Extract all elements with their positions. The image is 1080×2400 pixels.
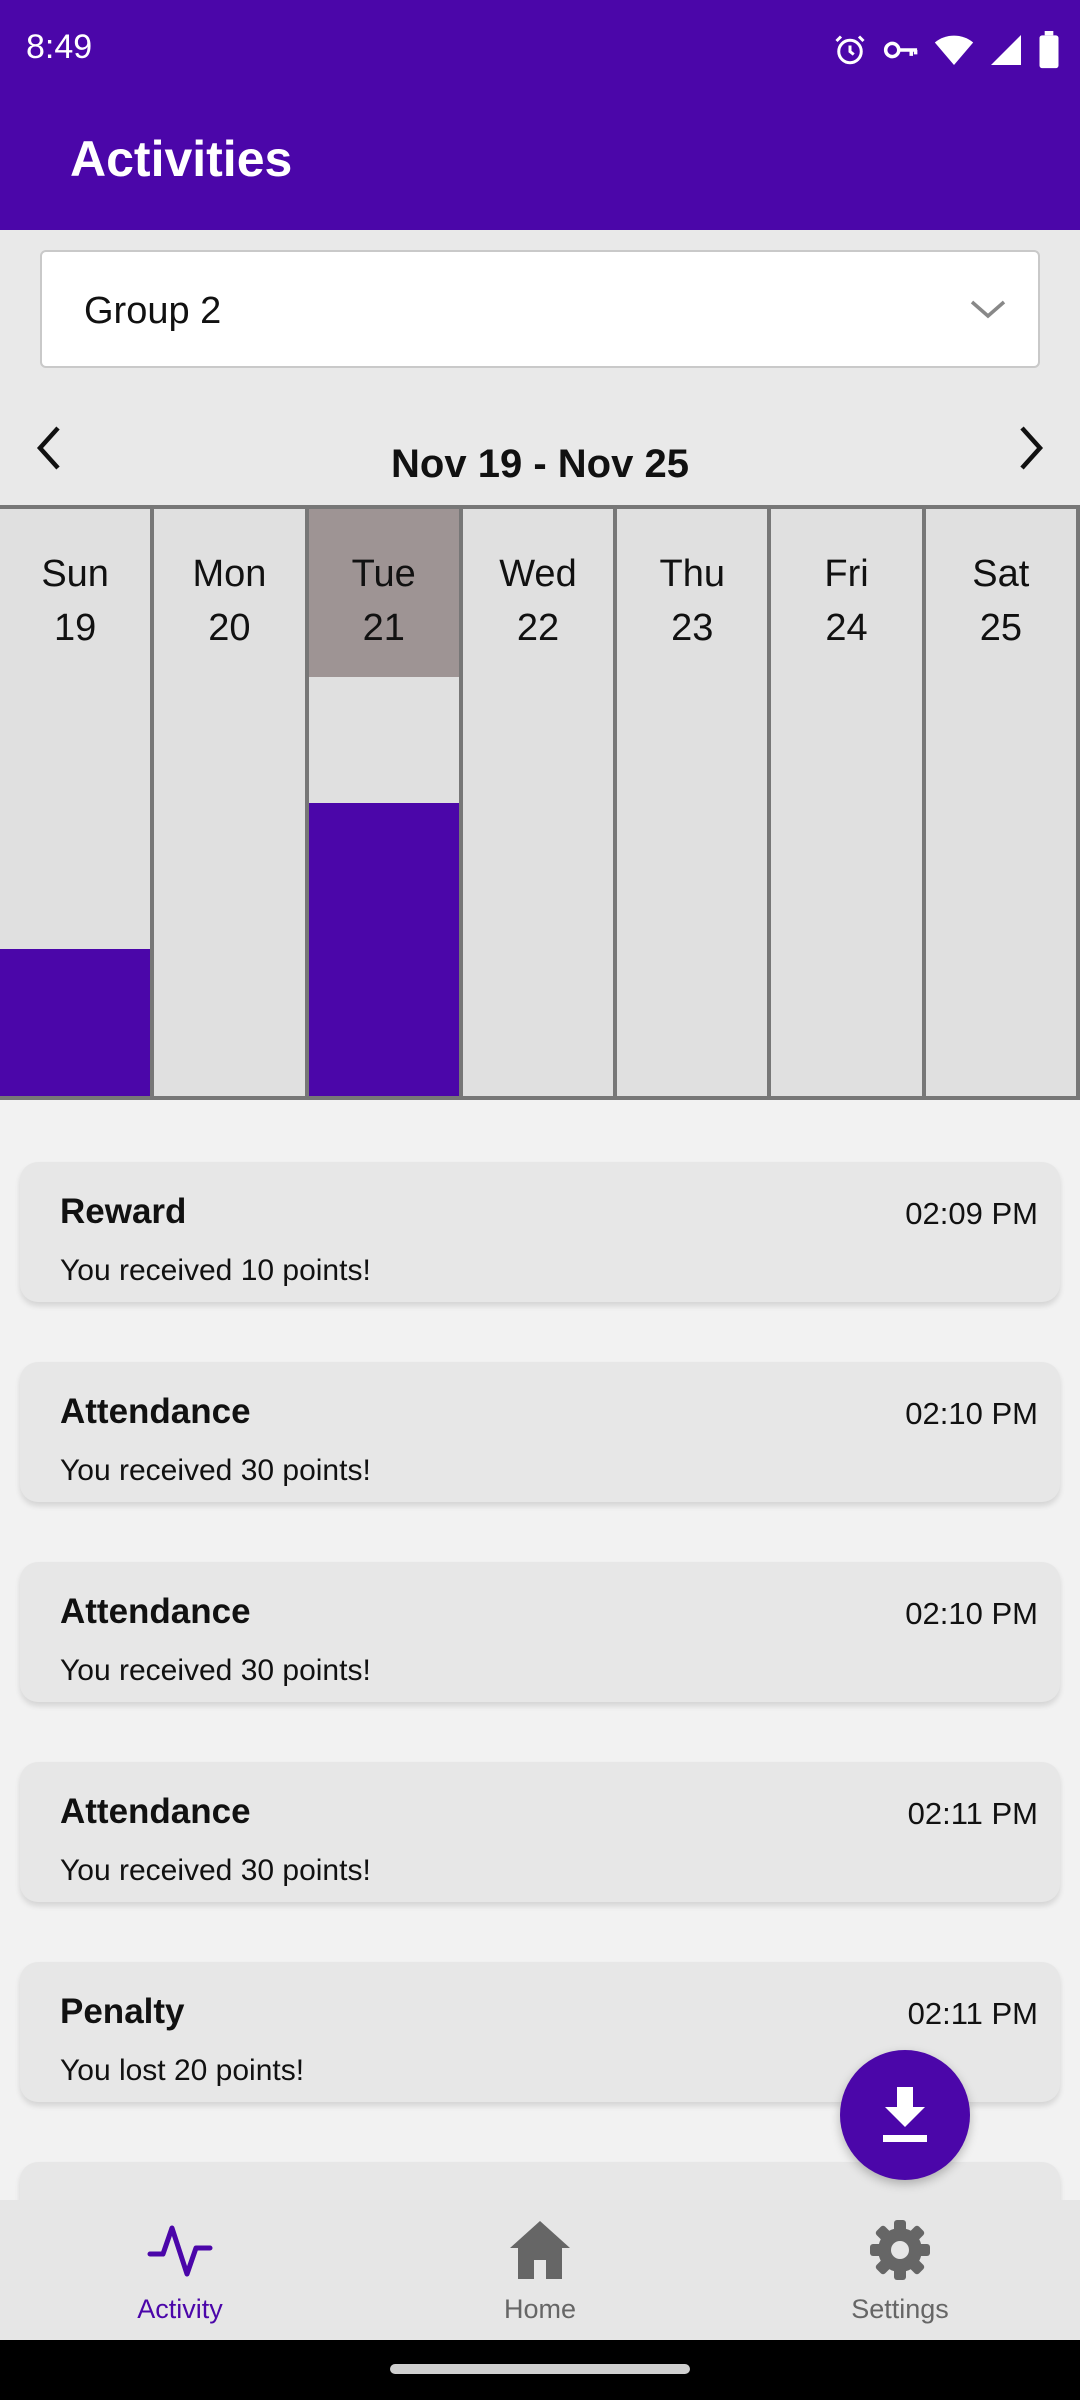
- activity-time: 02:09 PM: [905, 1196, 1038, 1231]
- day-date: 25: [979, 607, 1022, 649]
- day-header: Sat 25: [926, 509, 1076, 677]
- day-date: 20: [208, 607, 251, 649]
- activity-list[interactable]: Reward 02:09 PM You received 10 points! …: [0, 1100, 1080, 2200]
- activity-time: 02:10 PM: [905, 1396, 1038, 1431]
- day-activity-bar: [0, 949, 151, 1096]
- week-panel: Group 2 Nov 19 - Nov 25 Sun 19 Mon 20: [0, 230, 1080, 1100]
- activity-message: You received 10 points!: [60, 1254, 371, 1287]
- battery-icon: [1039, 31, 1059, 69]
- day-header: Tue 21: [308, 509, 459, 677]
- day-column-thu[interactable]: Thu 23: [613, 509, 768, 1096]
- home-icon: [510, 2221, 570, 2279]
- chevron-left-icon[interactable]: [30, 420, 70, 476]
- activity-card[interactable]: Attendance 02:10 PM You received 30 poin…: [20, 1562, 1060, 1702]
- day-header: Thu 23: [617, 509, 767, 677]
- activity-card[interactable]: Attendance 02:11 PM You received 30 poin…: [20, 1762, 1060, 1902]
- week-range-label: Nov 19 - Nov 25: [391, 442, 689, 486]
- activity-time: 02:11 PM: [907, 1996, 1038, 2031]
- day-name: Sun: [41, 553, 109, 595]
- activity-title: Penalty: [60, 1992, 185, 2031]
- bottom-navigation: Activity Home Settings: [0, 2200, 1080, 2340]
- day-column-tue[interactable]: Tue 21: [304, 509, 459, 1096]
- system-navigation-bar: [0, 2340, 1080, 2400]
- day-column-fri[interactable]: Fri 24: [767, 509, 922, 1096]
- activity-time: 02:11 PM: [907, 1796, 1038, 1831]
- nav-item-activity[interactable]: Activity: [0, 2200, 360, 2340]
- home-gesture-pill[interactable]: [390, 2364, 690, 2374]
- activity-title: Attendance: [60, 1792, 251, 1831]
- day-name: Thu: [659, 553, 725, 595]
- day-header: Sun 19: [0, 509, 150, 677]
- activity-card[interactable]: Attendance 02:10 PM You received 30 poin…: [20, 1362, 1060, 1502]
- gear-icon: [870, 2220, 930, 2280]
- day-date: 21: [362, 607, 405, 649]
- nav-item-home[interactable]: Home: [360, 2200, 720, 2340]
- activity-title: Attendance: [60, 1392, 251, 1431]
- status-bar: 8:49: [0, 0, 1080, 100]
- status-icons: [832, 30, 1060, 70]
- signal-icon: [991, 35, 1021, 65]
- day-name: Mon: [192, 553, 267, 595]
- group-dropdown-value: Group 2: [84, 290, 222, 332]
- app-bar: Activities: [0, 100, 1080, 230]
- day-name: Fri: [824, 553, 869, 595]
- chevron-down-icon: [970, 300, 1006, 319]
- day-column-sat[interactable]: Sat 25: [921, 509, 1080, 1096]
- activity-message: You lost 20 points!: [60, 2054, 305, 2087]
- week-grid: Sun 19 Mon 20 Tue 21 Wed 22: [0, 505, 1080, 1100]
- activity-title: Reward: [60, 1192, 187, 1231]
- chevron-right-icon[interactable]: [1010, 420, 1050, 476]
- activity-message: You received 30 points!: [60, 1854, 371, 1887]
- week-navigation: Nov 19 - Nov 25: [0, 400, 1080, 510]
- day-name: Sat: [972, 553, 1030, 595]
- alarm-icon: [835, 35, 865, 65]
- day-date: 19: [54, 607, 97, 649]
- status-time: 8:49: [26, 28, 93, 66]
- day-activity-bar: [308, 802, 459, 1096]
- nav-label: Activity: [137, 2294, 223, 2324]
- day-name: Tue: [351, 553, 416, 595]
- day-column-wed[interactable]: Wed 22: [458, 509, 614, 1096]
- activity-message: You received 30 points!: [60, 1454, 371, 1487]
- group-dropdown[interactable]: Group 2: [40, 250, 1040, 368]
- activity-message: You received 30 points!: [60, 1654, 371, 1687]
- activity-icon: [147, 2225, 213, 2277]
- day-column-mon[interactable]: Mon 20: [150, 509, 305, 1096]
- activity-time: 02:10 PM: [905, 1596, 1038, 1631]
- nav-label: Home: [503, 2294, 577, 2324]
- day-name: Wed: [499, 553, 577, 595]
- page-title: Activities: [70, 131, 293, 187]
- download-icon: [883, 2087, 927, 2142]
- download-button[interactable]: [840, 2050, 970, 2180]
- day-date: 24: [825, 607, 868, 649]
- nav-item-settings[interactable]: Settings: [720, 2200, 1080, 2340]
- day-date: 22: [516, 607, 560, 649]
- nav-label: Settings: [851, 2294, 949, 2324]
- day-header: Wed 22: [463, 509, 613, 677]
- day-column-sun[interactable]: Sun 19: [0, 509, 151, 1096]
- activity-card[interactable]: Reward 02:09 PM You received 10 points!: [20, 1162, 1060, 1302]
- day-header: Mon 20: [154, 509, 304, 677]
- activity-title: Attendance: [60, 1592, 251, 1631]
- wifi-icon: [934, 35, 974, 65]
- day-date: 23: [671, 607, 714, 649]
- vpn-key-icon: [883, 41, 918, 59]
- day-header: Fri 24: [771, 509, 921, 677]
